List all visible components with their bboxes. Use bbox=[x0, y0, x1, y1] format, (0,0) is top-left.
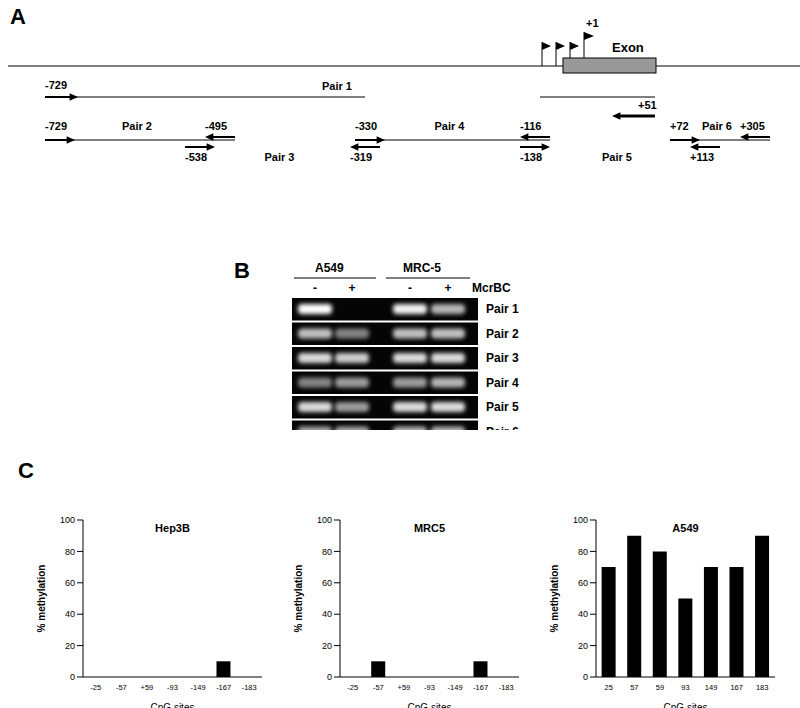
svg-text:Pair 6: Pair 6 bbox=[486, 425, 519, 431]
svg-text:Pair 1: Pair 1 bbox=[486, 302, 519, 316]
svg-text:+51: +51 bbox=[638, 99, 657, 111]
svg-text:-93: -93 bbox=[424, 683, 435, 692]
svg-text:Pair 3: Pair 3 bbox=[265, 151, 295, 163]
svg-text:60: 60 bbox=[65, 578, 75, 588]
svg-text:100: 100 bbox=[60, 515, 75, 525]
svg-text:Pair 4: Pair 4 bbox=[486, 376, 519, 390]
svg-text:-57: -57 bbox=[116, 683, 127, 692]
svg-text:Pair 5: Pair 5 bbox=[602, 151, 632, 163]
svg-text:-138: -138 bbox=[520, 151, 542, 163]
svg-text:-57: -57 bbox=[373, 683, 384, 692]
svg-text:% methylation: % methylation bbox=[36, 565, 47, 633]
svg-text:MRC-5: MRC-5 bbox=[403, 261, 441, 275]
svg-text:-495: -495 bbox=[205, 120, 227, 132]
svg-text:Pair 2: Pair 2 bbox=[486, 327, 519, 341]
svg-text:80: 80 bbox=[65, 547, 75, 557]
html-text:A549: A549 bbox=[672, 522, 699, 534]
svg-text:CpG sites: CpG sites bbox=[664, 702, 708, 708]
svg-text:-25: -25 bbox=[90, 683, 101, 692]
svg-text:-538: -538 bbox=[185, 151, 207, 163]
svg-text:57: 57 bbox=[630, 683, 638, 692]
svg-text:-167: -167 bbox=[473, 683, 488, 692]
svg-text:Pair 4: Pair 4 bbox=[435, 120, 466, 132]
svg-text:-729: -729 bbox=[45, 79, 67, 91]
svg-text:+1: +1 bbox=[586, 17, 599, 29]
svg-text:-149: -149 bbox=[191, 683, 206, 692]
svg-text:100: 100 bbox=[573, 515, 588, 525]
svg-text:A: A bbox=[10, 4, 26, 29]
svg-text:20: 20 bbox=[322, 641, 332, 651]
svg-text:100: 100 bbox=[317, 515, 332, 525]
svg-text:-93: -93 bbox=[167, 683, 178, 692]
svg-text:B: B bbox=[234, 258, 250, 283]
svg-text:80: 80 bbox=[322, 547, 332, 557]
svg-text:A549: A549 bbox=[315, 261, 344, 275]
svg-text:% methylation: % methylation bbox=[293, 565, 304, 633]
svg-text:+72: +72 bbox=[670, 120, 689, 132]
svg-text:0: 0 bbox=[583, 672, 588, 682]
svg-text:-319: -319 bbox=[350, 151, 372, 163]
svg-text:59: 59 bbox=[656, 683, 664, 692]
svg-text:+: + bbox=[444, 281, 451, 295]
svg-text:Pair 1: Pair 1 bbox=[322, 80, 352, 92]
svg-text:0: 0 bbox=[70, 672, 75, 682]
svg-text:McrBC: McrBC bbox=[472, 281, 511, 295]
svg-text:-167: -167 bbox=[216, 683, 231, 692]
svg-text:CpG sites: CpG sites bbox=[151, 702, 195, 708]
svg-text:40: 40 bbox=[322, 609, 332, 619]
svg-text:20: 20 bbox=[65, 641, 75, 651]
svg-text:40: 40 bbox=[65, 609, 75, 619]
svg-text:60: 60 bbox=[322, 578, 332, 588]
svg-text:Pair 3: Pair 3 bbox=[486, 351, 519, 365]
svg-text:93: 93 bbox=[681, 683, 689, 692]
svg-text:-: - bbox=[408, 281, 412, 295]
svg-text:-183: -183 bbox=[242, 683, 257, 692]
svg-text:149: 149 bbox=[705, 683, 718, 692]
html-text:MRC5: MRC5 bbox=[413, 522, 446, 534]
svg-text:Pair 6: Pair 6 bbox=[702, 120, 732, 132]
svg-text:Pair 2: Pair 2 bbox=[122, 120, 152, 132]
svg-text:+305: +305 bbox=[740, 120, 765, 132]
svg-text:40: 40 bbox=[578, 609, 588, 619]
svg-text:0: 0 bbox=[327, 672, 332, 682]
svg-text:-149: -149 bbox=[448, 683, 463, 692]
svg-text:Pair 5: Pair 5 bbox=[486, 400, 519, 414]
svg-text:183: 183 bbox=[756, 683, 769, 692]
svg-text:80: 80 bbox=[578, 547, 588, 557]
svg-text:CpG sites: CpG sites bbox=[408, 702, 452, 708]
svg-text:25: 25 bbox=[605, 683, 613, 692]
svg-text:-729: -729 bbox=[45, 120, 67, 132]
svg-text:+113: +113 bbox=[690, 151, 714, 163]
svg-text:Exon: Exon bbox=[612, 40, 644, 55]
svg-text:+59: +59 bbox=[398, 683, 411, 692]
svg-text:-: - bbox=[313, 281, 317, 295]
html-text:Hep3B: Hep3B bbox=[155, 522, 190, 534]
svg-text:-25: -25 bbox=[347, 683, 358, 692]
svg-text:60: 60 bbox=[578, 578, 588, 588]
html-text:C: C bbox=[18, 458, 34, 483]
svg-text:-183: -183 bbox=[499, 683, 514, 692]
svg-text:% methylation: % methylation bbox=[549, 565, 560, 633]
svg-text:+: + bbox=[348, 281, 355, 295]
svg-text:167: 167 bbox=[730, 683, 743, 692]
svg-text:-330: -330 bbox=[355, 120, 377, 132]
svg-text:-116: -116 bbox=[520, 120, 541, 132]
svg-text:+59: +59 bbox=[141, 683, 154, 692]
svg-text:20: 20 bbox=[578, 641, 588, 651]
